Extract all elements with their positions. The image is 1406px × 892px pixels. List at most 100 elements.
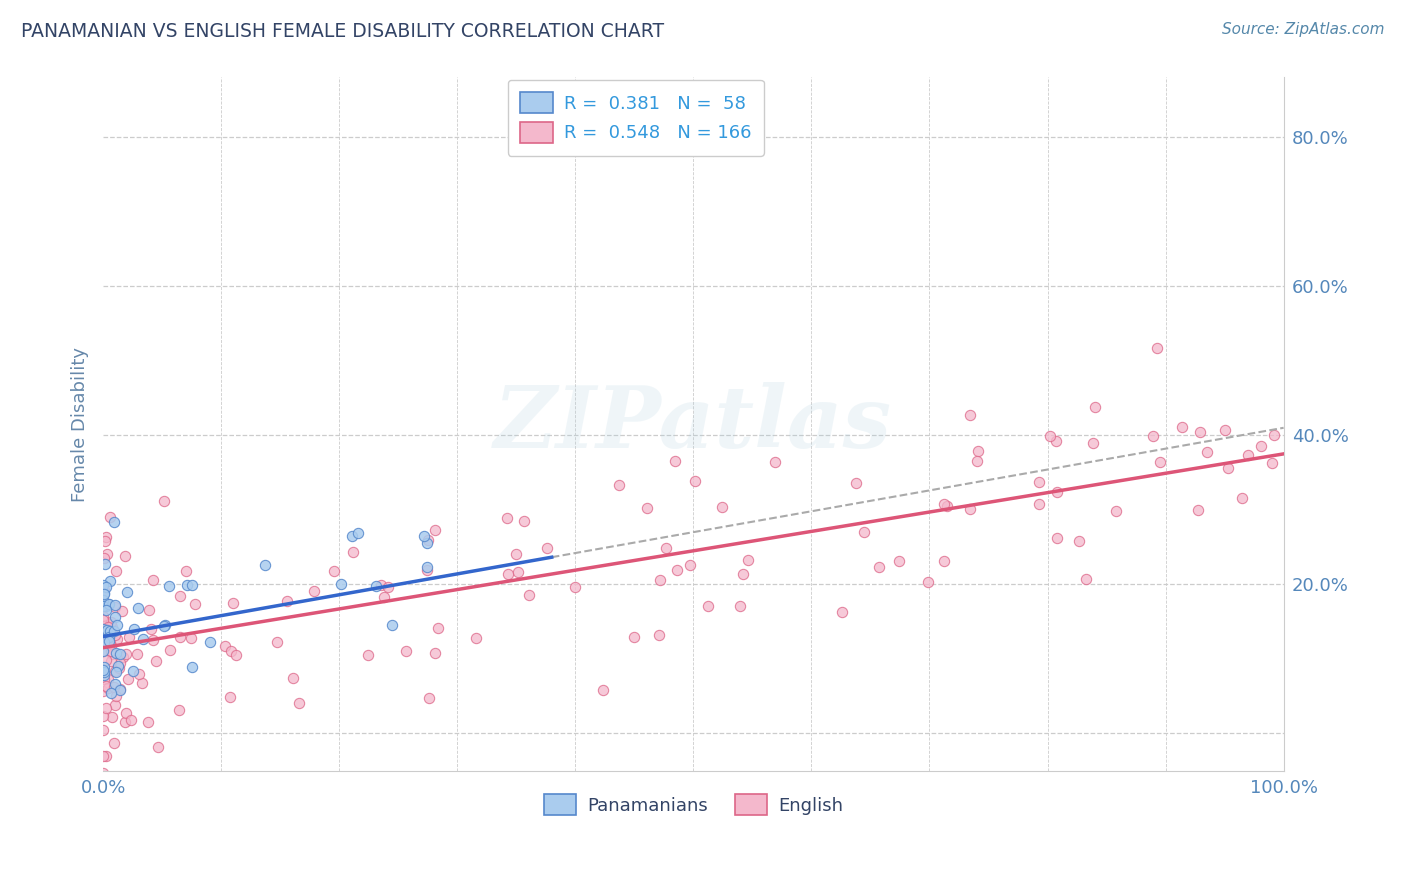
Point <box>1216 460 1239 475</box>
Point <box>222 596 245 610</box>
Point <box>418 691 440 706</box>
Point <box>917 575 939 590</box>
Point <box>107 658 129 673</box>
Point <box>304 584 326 599</box>
Point <box>1149 454 1171 468</box>
Point <box>136 715 159 730</box>
Point <box>416 536 439 550</box>
Point <box>426 621 449 635</box>
Point <box>93 618 115 632</box>
Point <box>98 597 121 611</box>
Point <box>131 676 153 690</box>
Point <box>101 710 124 724</box>
Point <box>330 577 353 591</box>
Point <box>104 599 127 613</box>
Point <box>110 681 132 696</box>
Point <box>737 553 759 567</box>
Point <box>1188 425 1211 439</box>
Point <box>104 677 127 691</box>
Point <box>96 680 118 694</box>
Point <box>91 599 114 614</box>
Point <box>347 525 370 540</box>
Point <box>1230 491 1253 506</box>
Point <box>103 736 125 750</box>
Point <box>104 698 127 713</box>
Point <box>91 644 114 658</box>
Point <box>592 682 614 697</box>
Point <box>731 567 754 582</box>
Point <box>104 564 127 578</box>
Point <box>103 516 125 530</box>
Point <box>174 564 197 578</box>
Point <box>1046 531 1069 545</box>
Point <box>218 690 240 705</box>
Point <box>959 408 981 422</box>
Point <box>852 524 875 539</box>
Point <box>1146 342 1168 356</box>
Point <box>94 580 117 594</box>
Point <box>100 639 122 653</box>
Point <box>108 657 131 671</box>
Point <box>96 700 118 714</box>
Point <box>623 630 645 644</box>
Point <box>93 660 115 674</box>
Point <box>91 663 114 677</box>
Point <box>91 723 114 738</box>
Point <box>683 474 706 488</box>
Point <box>831 605 853 619</box>
Point <box>465 631 488 645</box>
Point <box>98 633 121 648</box>
Text: PANAMANIAN VS ENGLISH FEMALE DISABILITY CORRELATION CHART: PANAMANIAN VS ENGLISH FEMALE DISABILITY … <box>21 22 664 41</box>
Point <box>697 599 720 613</box>
Point <box>648 574 671 588</box>
Point <box>94 557 117 571</box>
Point <box>97 597 120 611</box>
Point <box>96 547 118 561</box>
Point <box>105 665 128 680</box>
Point <box>108 661 131 675</box>
Point <box>1039 429 1062 443</box>
Point <box>728 599 751 613</box>
Point <box>100 654 122 668</box>
Point <box>181 660 204 674</box>
Point <box>959 501 981 516</box>
Point <box>932 497 955 511</box>
Point <box>100 686 122 700</box>
Point <box>94 534 117 549</box>
Point <box>513 514 536 528</box>
Point <box>110 648 132 662</box>
Point <box>91 623 114 637</box>
Point <box>183 598 205 612</box>
Point <box>357 648 380 662</box>
Point <box>198 635 221 649</box>
Point <box>377 580 399 594</box>
Point <box>1084 400 1107 414</box>
Point <box>323 564 346 578</box>
Point <box>94 599 117 613</box>
Point <box>139 623 162 637</box>
Point <box>169 630 191 644</box>
Point <box>101 648 124 662</box>
Point <box>93 635 115 649</box>
Point <box>91 608 114 623</box>
Point <box>966 444 988 458</box>
Point <box>266 634 288 648</box>
Point <box>93 582 115 597</box>
Point <box>91 613 114 627</box>
Point <box>159 643 181 657</box>
Point <box>394 643 416 657</box>
Point <box>214 639 236 653</box>
Point <box>176 577 198 591</box>
Point <box>281 671 304 685</box>
Point <box>93 627 115 641</box>
Point <box>103 624 125 638</box>
Point <box>94 749 117 764</box>
Point <box>145 655 167 669</box>
Point <box>370 578 392 592</box>
Point <box>105 617 128 632</box>
Point <box>94 653 117 667</box>
Point <box>366 579 388 593</box>
Point <box>93 586 115 600</box>
Point <box>111 604 134 618</box>
Point <box>91 643 114 657</box>
